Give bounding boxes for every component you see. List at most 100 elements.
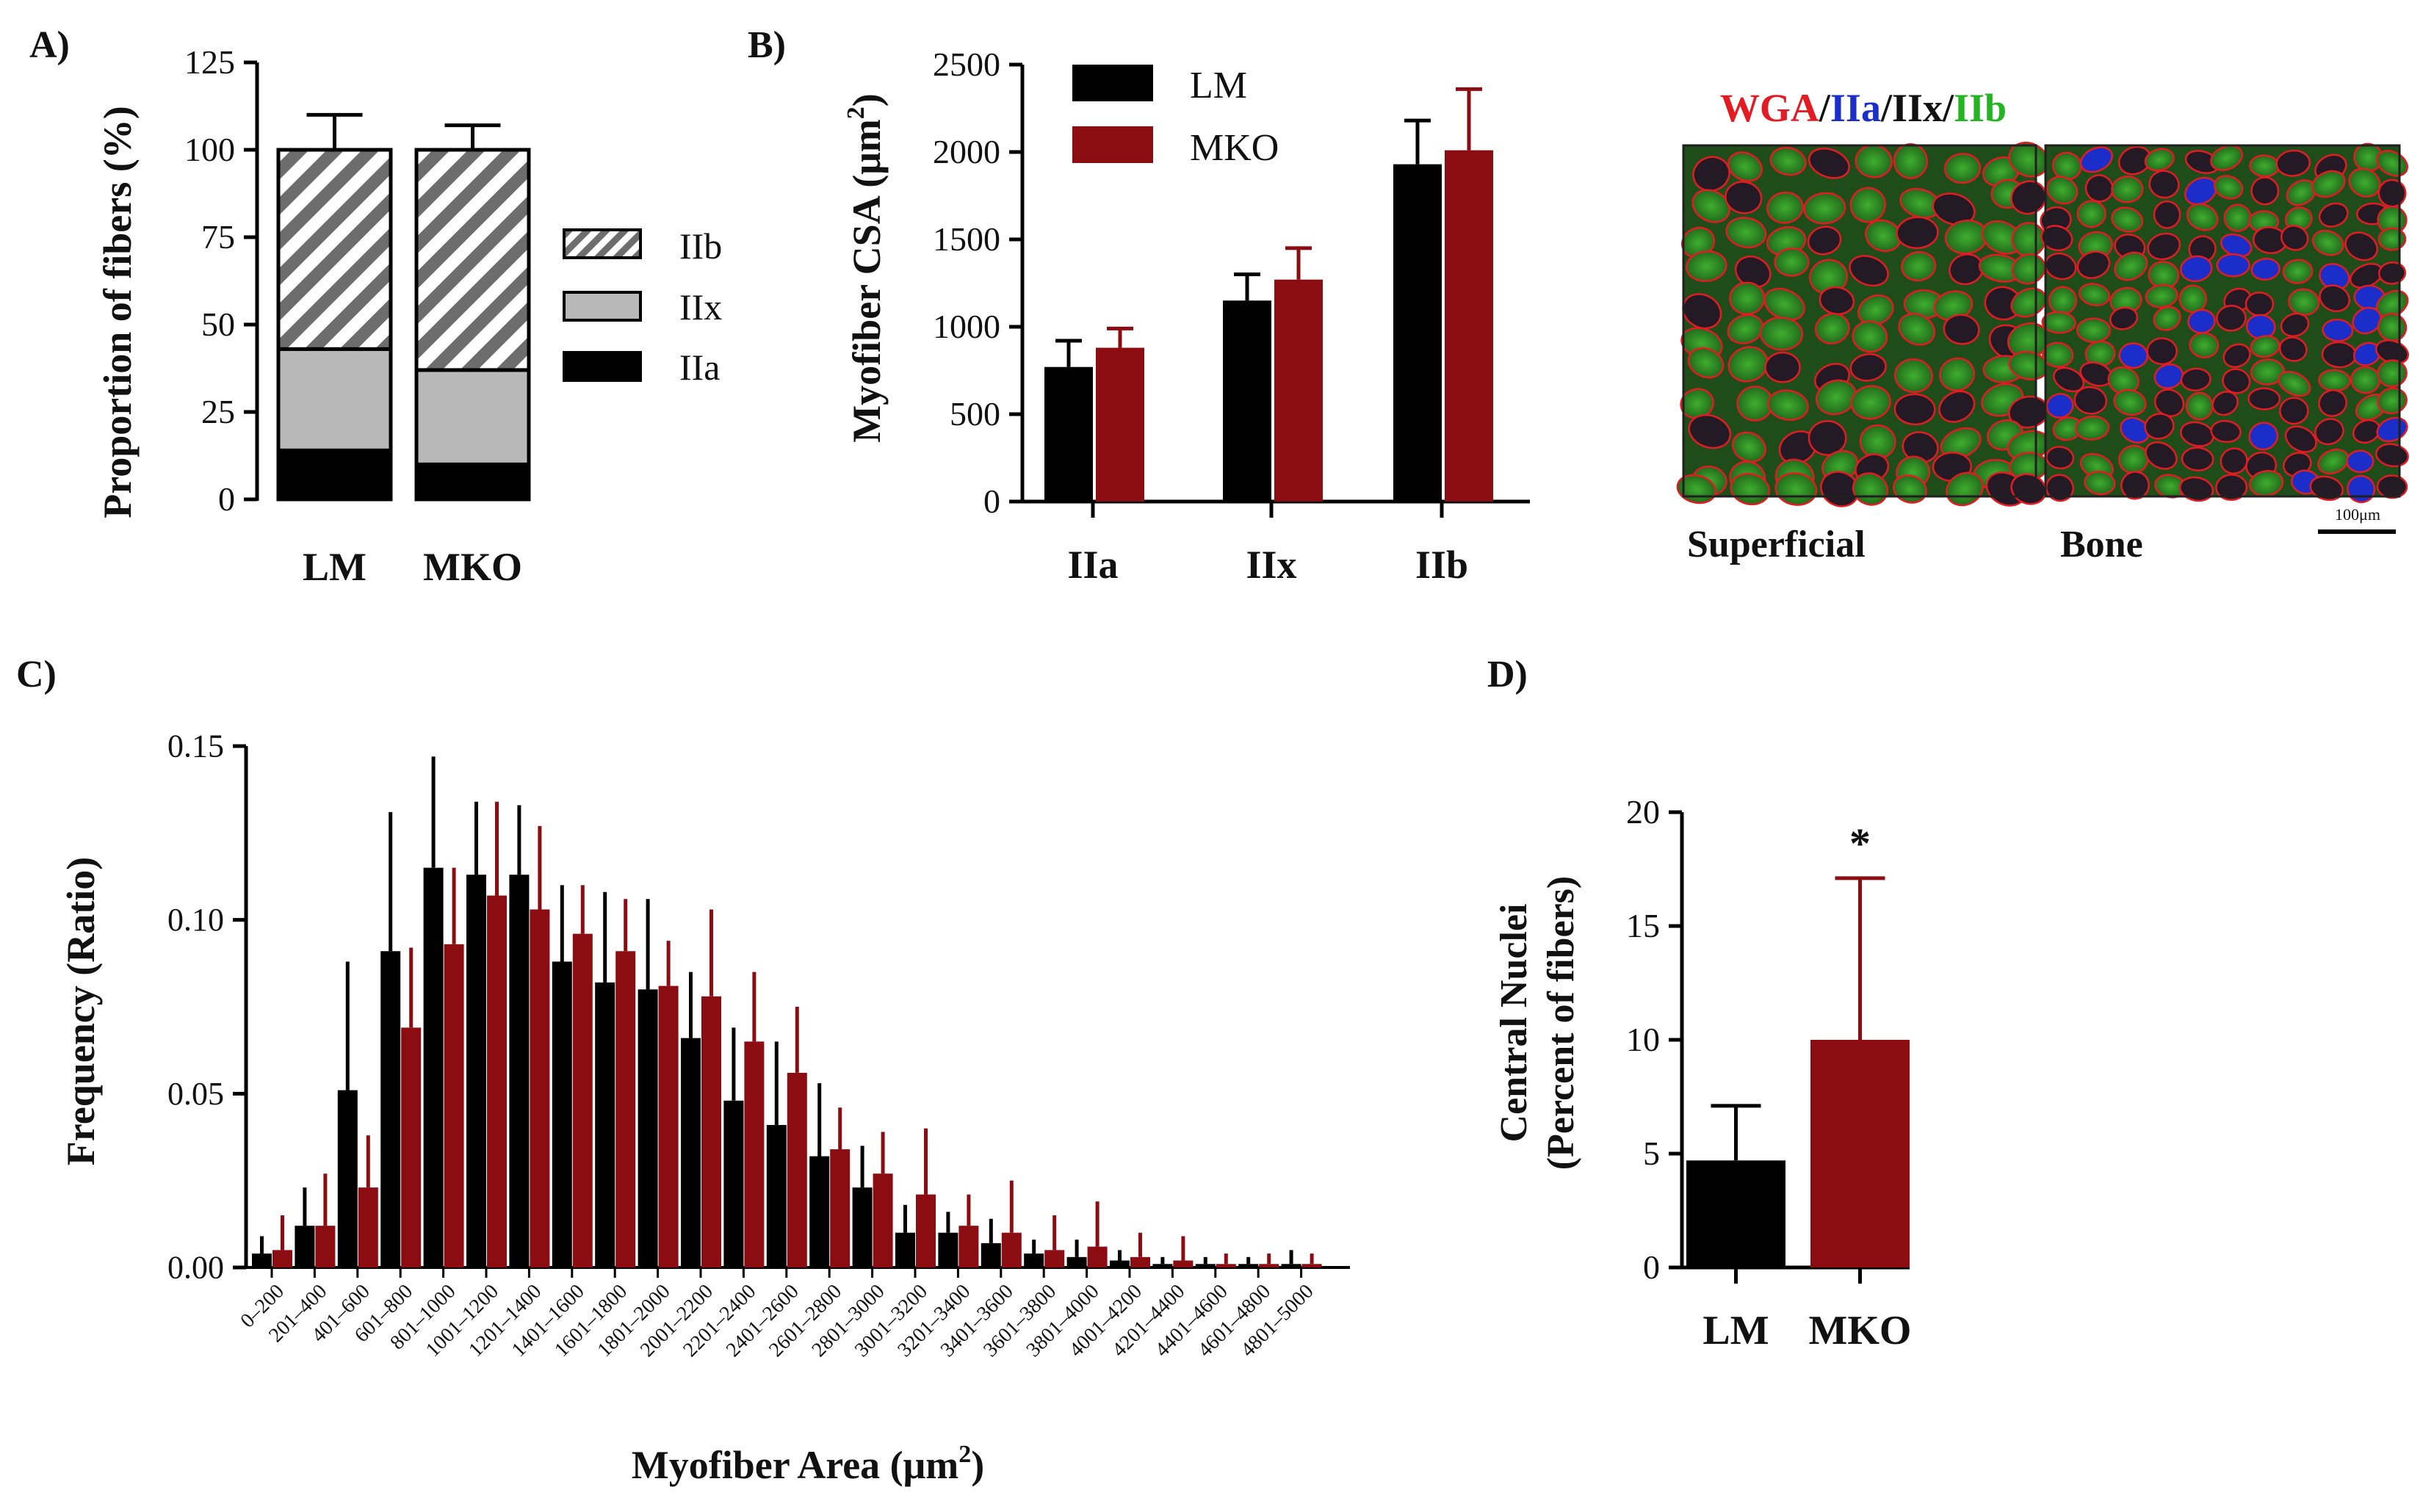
fiber-iib [1731, 431, 1766, 463]
fiber-iib [1727, 151, 1763, 182]
panel-c-bar-mko [658, 985, 679, 1267]
fiber-iix [2153, 200, 2181, 229]
fiber-iix [2178, 476, 2214, 502]
panel-a-bar-iix-mko [414, 368, 531, 466]
panel-d-bars: * [1686, 820, 1910, 1284]
fiber-iib [2111, 176, 2144, 203]
fiber-iix [1938, 390, 1976, 423]
panel-b-y-axis-title-tail: ) [845, 93, 889, 106]
fiber-iia [2346, 449, 2375, 474]
fiber-iib [1901, 251, 1937, 282]
fiber-iix [2284, 425, 2317, 453]
panel-c-bar-lm [466, 875, 486, 1267]
panel-b-chart: B) Myofiber CSA (μm2) 0 500 1000 1500 2000 25… [748, 24, 1530, 587]
panel-b-x-labels: IIa IIx IIb [1067, 543, 1468, 587]
fiber-iib [1725, 217, 1767, 249]
fiber-iix [1808, 148, 1850, 179]
fiber-iix [2275, 149, 2311, 177]
fiber-iix [2278, 336, 2308, 362]
fiber-iib [2186, 203, 2219, 231]
panel-b-bar-mko-iia [1096, 347, 1144, 502]
panel-a-y-tick-label: 100 [184, 131, 235, 168]
fiber-iib [2041, 311, 2076, 334]
fiber-iix [2045, 446, 2075, 470]
panel-b-y-tick-label: 2500 [933, 46, 1000, 83]
fiber-iib [1940, 427, 1982, 459]
fiber-iix [2245, 292, 2275, 317]
panel-a-y-tick-label: 0 [218, 480, 235, 518]
fiber-iix [2040, 225, 2073, 252]
fiber-iix [2084, 174, 2114, 203]
fiber-iib [2042, 341, 2074, 368]
fiber-iib [2153, 305, 2181, 331]
fiber-iib [2084, 470, 2116, 496]
panel-b-y-ticks: 0 500 1000 1500 2000 2500 [933, 46, 1530, 520]
fiber-iib [1766, 191, 1804, 224]
panel-c-x-axis-title-main: Myofiber Area (μm [632, 1443, 959, 1487]
fiber-iix [2045, 474, 2074, 502]
fiber-iia [2250, 258, 2281, 281]
panel-c-bar-mko [787, 1072, 807, 1267]
panel-d-y-tick-label: 0 [1643, 1248, 1660, 1286]
panel-c-x-labels: 0–200201–400401–600601–800801–10001001–1… [236, 1280, 1318, 1361]
panel-b-bar-lm-iix [1223, 300, 1271, 502]
micrograph-superficial-image [1676, 141, 2051, 507]
fiber-iib [1687, 347, 1725, 379]
fiber-iib [1759, 316, 1804, 351]
fiber-iib [2114, 251, 2148, 281]
panel-a-x-label-lm: LM [303, 545, 366, 589]
panel-b-legend: LM MKO [1072, 65, 1279, 169]
fiber-iix [2222, 368, 2251, 394]
fiber-iib [2317, 448, 2350, 474]
panel-a-y-ticks: 0 25 50 75 100 125 [184, 43, 259, 518]
panel-c-bar-lm [423, 867, 444, 1267]
panel-c-x-axis-title-tail: ) [971, 1443, 984, 1487]
fiber-iix [1849, 255, 1889, 287]
panel-a-chart: A) Proportion of fibers (%) 0 25 50 75 100 12… [29, 24, 722, 589]
fiber-iix [2210, 419, 2242, 444]
panel-c-bar-mko [1087, 1246, 1108, 1267]
fiber-iib [1803, 192, 1846, 225]
fiber-iix [1932, 192, 1976, 226]
fiber-iia [2352, 306, 2382, 335]
fiber-iix [2318, 202, 2349, 228]
fiber-iib [2076, 317, 2112, 344]
fiber-iib [1938, 357, 1976, 391]
legend-swatch-iia [563, 351, 642, 382]
panel-c-y-tick-label: 0.00 [167, 1250, 224, 1286]
fiber-iib [1686, 250, 1727, 283]
panel-c-bar-lm [981, 1242, 1001, 1267]
stain-legend: WGA/IIa/IIx/IIb [1720, 86, 2007, 130]
panel-d-y-tick-label: 5 [1643, 1135, 1660, 1172]
panel-d-y-ticks: 0 5 10 15 20 [1626, 793, 1910, 1286]
panel-c-bar-lm [809, 1156, 830, 1267]
legend-label-iix: IIx [679, 286, 722, 328]
panel-d-y-tick-label: 20 [1626, 793, 1660, 831]
panel-b-bars [1044, 87, 1493, 518]
legend-swatch-iix [563, 291, 642, 322]
panel-c-bar-mko [615, 951, 636, 1267]
panel-c-bar-lm [723, 1100, 744, 1267]
stain-iix: IIx [1892, 86, 1943, 130]
panel-c-x-axis-title-sup: 2 [958, 1441, 971, 1468]
panel-c-bar-lm [295, 1226, 315, 1267]
stain-sep-1: / [1819, 86, 1831, 130]
panel-c-bar-lm [1281, 1264, 1301, 1267]
fiber-iib [2113, 388, 2147, 416]
fiber-iix [2180, 421, 2214, 447]
fiber-iib [1893, 143, 1928, 179]
panel-c-bar-mko [1173, 1260, 1194, 1267]
fiber-iix [1849, 352, 1887, 382]
fiber-iix [2109, 306, 2139, 330]
panel-c-bar-mko [530, 909, 550, 1267]
panel-b-y-tick-label: 1500 [933, 220, 1000, 258]
panel-c-bar-lm [595, 982, 615, 1267]
micrograph-panel: WGA/IIa/IIx/IIb Superficial Bone 100μm [1676, 86, 2410, 565]
panel-c-label: C) [16, 654, 57, 695]
panel-c-bar-mko [315, 1226, 336, 1267]
fiber-iib [1767, 389, 1809, 421]
fiber-iix [1896, 216, 1939, 250]
stain-sep-3: / [1942, 86, 1954, 130]
fiber-iib [2210, 145, 2244, 171]
panel-b-bar-lm-iib [1393, 164, 1442, 502]
